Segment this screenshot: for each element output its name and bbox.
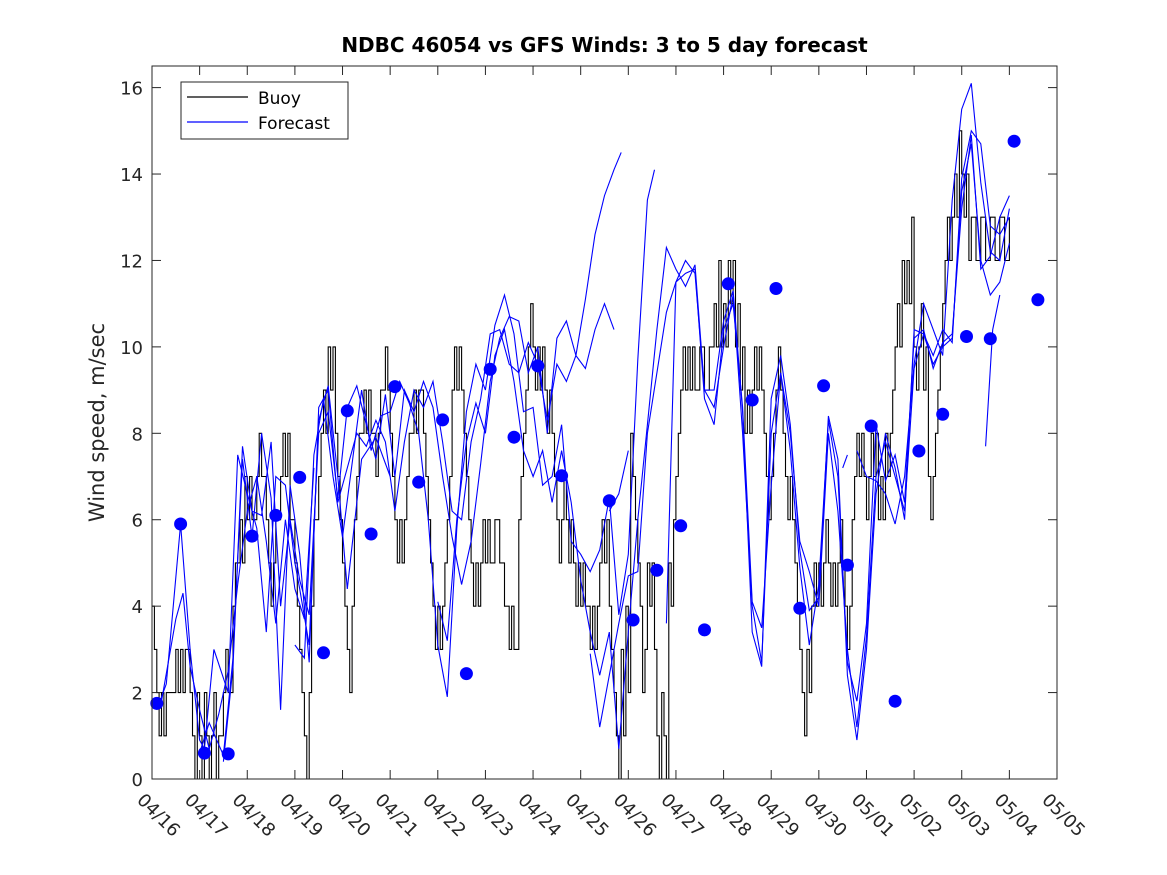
forecast-marker <box>436 413 450 427</box>
forecast-marker <box>293 470 307 484</box>
forecast-marker <box>150 696 164 710</box>
forecast-marker <box>1007 134 1021 148</box>
forecast-marker <box>745 393 759 407</box>
forecast-marker <box>960 330 973 343</box>
forecast-marker <box>769 282 783 295</box>
forecast-series-line <box>151 467 315 751</box>
forecast-marker <box>602 494 616 508</box>
marker-layer <box>150 134 1045 761</box>
forecast-marker <box>174 517 188 531</box>
buoy-series-line <box>152 130 1010 780</box>
forecast-marker <box>626 613 640 627</box>
legend-label-forecast: Forecast <box>258 114 330 134</box>
legend-box <box>180 81 349 140</box>
forecast-series-line <box>665 129 1010 741</box>
forecast-marker <box>817 379 831 393</box>
y-axis: 0 2 4 6 8 10 12 14 16 <box>120 79 1057 791</box>
forecast-marker <box>245 529 259 543</box>
forecast-marker <box>340 404 354 418</box>
y-tick-label: 2 <box>132 684 143 705</box>
plot-frame <box>151 65 1058 780</box>
forecast-marker <box>364 527 378 541</box>
forecast-marker <box>864 419 878 433</box>
forecast-series-line <box>985 294 1001 447</box>
forecast-series-line <box>294 169 656 697</box>
forecast-marker <box>1031 293 1045 307</box>
chart-title: NDBC 46054 vs GFS Winds: 3 to 5 day fore… <box>341 33 868 57</box>
y-tick-label: 6 <box>132 511 143 532</box>
forecast-marker <box>674 519 688 533</box>
forecast-marker <box>912 444 926 458</box>
forecast-marker <box>840 558 854 572</box>
forecast-marker <box>197 746 211 760</box>
legend: Buoy Forecast <box>180 81 349 140</box>
forecast-marker <box>459 667 473 681</box>
forecast-marker <box>531 359 545 373</box>
y-tick-label: 0 <box>132 770 143 791</box>
y-tick-label: 4 <box>132 597 143 618</box>
forecast-marker <box>483 362 497 376</box>
forecast-marker <box>888 694 902 708</box>
forecast-marker <box>269 508 283 522</box>
forecast-series-line <box>222 152 622 762</box>
forecast-marker <box>698 623 711 637</box>
forecast-marker <box>555 469 569 483</box>
forecast-marker <box>388 380 402 394</box>
forecast-series-line <box>199 302 615 758</box>
forecast-marker <box>721 277 735 291</box>
y-tick-label: 8 <box>132 424 143 445</box>
forecast-marker <box>221 747 235 761</box>
forecast-marker <box>507 430 521 444</box>
forecast-series-line <box>842 454 848 469</box>
legend-label-buoy: Buoy <box>258 89 301 109</box>
plot-area <box>152 66 1057 779</box>
y-tick-label: 12 <box>120 251 143 272</box>
y-tick-label: 16 <box>120 79 143 100</box>
forecast-series-line <box>589 143 1010 728</box>
forecast-marker <box>983 332 997 346</box>
y-tick-label: 14 <box>120 165 143 186</box>
y-axis-label: Wind speed, m/sec <box>85 323 109 522</box>
y-tick-label: 10 <box>120 338 143 359</box>
forecast-marker <box>936 407 950 421</box>
forecast-marker <box>650 563 664 577</box>
forecast-marker <box>793 601 807 615</box>
forecast-marker <box>317 646 330 660</box>
forecast-series-line <box>856 83 1010 525</box>
forecast-marker <box>412 475 426 489</box>
